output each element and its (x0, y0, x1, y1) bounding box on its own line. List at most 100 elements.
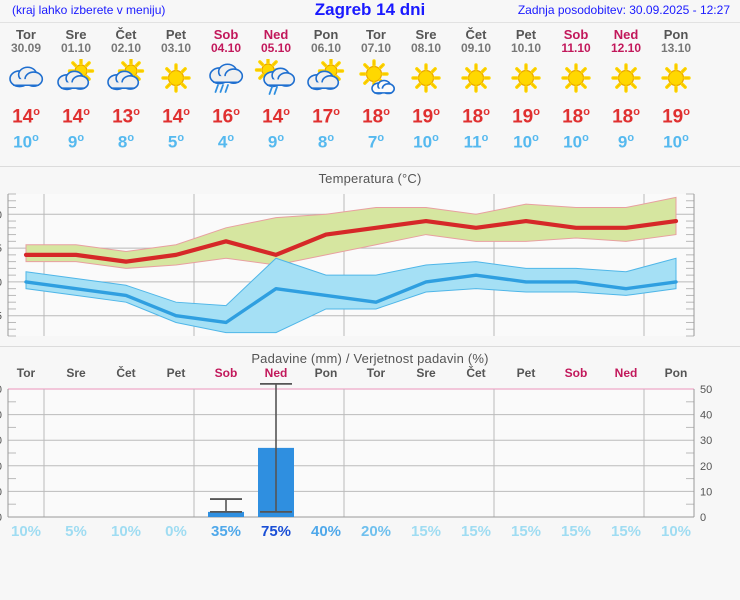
precipitation-probability: 15% (610, 523, 642, 540)
strip-divider (0, 166, 740, 167)
day-column[interactable]: Sob 04.10 16o 4o (200, 23, 252, 153)
day-min-temp: 5o (167, 132, 185, 152)
day-date: 12.10 (610, 41, 642, 55)
precipitation-day-label: Ned (264, 366, 288, 380)
precipitation-probability: 0% (165, 523, 187, 540)
sunny-icon (450, 58, 502, 98)
day-date: 30.09 (10, 41, 42, 55)
day-column[interactable]: Pet 10.10 19o 10o (500, 23, 552, 153)
precipitation-probability: 20% (360, 523, 392, 540)
temperature-chart: Temperatura (°C) 5101520 vreme.us (0, 167, 740, 421)
day-name: Tor (366, 27, 386, 42)
day-column[interactable]: Pon 13.10 19o 10o (650, 23, 702, 153)
day-date: 02.10 (110, 41, 142, 55)
precipitation-day-label: Pet (166, 366, 186, 380)
precipitation-day-label: Sre (66, 366, 86, 380)
day-name: Pon (663, 27, 689, 42)
day-min-temp: 11o (463, 132, 489, 152)
sunny-icon (650, 58, 702, 98)
precipitation-probability: 40% (310, 523, 342, 540)
day-min-temp: 10o (413, 132, 439, 152)
day-min-temp: 10o (563, 132, 589, 152)
page-title: Zagreb 14 dni (314, 0, 426, 19)
day-name: Sob (563, 27, 589, 42)
day-column[interactable]: Pet 03.10 14o 5o (150, 23, 202, 153)
sunny-icon (400, 58, 452, 98)
day-date: 10.10 (510, 41, 542, 55)
partly-sunny-icon (50, 58, 102, 98)
day-column[interactable]: Čet 09.10 18o 11o (450, 23, 502, 153)
day-column[interactable]: Čet 02.10 13o 8o (100, 23, 152, 153)
day-date: 07.10 (360, 41, 392, 55)
svg-text:50: 50 (700, 384, 712, 396)
svg-text:10: 10 (0, 486, 2, 498)
svg-text:30: 30 (0, 435, 2, 447)
precipitation-day-label: Ned (614, 366, 638, 380)
precipitation-day-labels: Tor Sre Čet Pet Sob Ned Pon Tor Sre Čet Pet Sob Ned P… (0, 366, 740, 383)
temperature-chart-title: Temperatura (°C) (0, 167, 740, 186)
day-min-temp: 9o (267, 132, 285, 152)
forecast-day-strip: Tor 30.09 14o 10o Sre 01.10 14o 9o Čet 02.10 13… (0, 23, 740, 166)
precipitation-probability: 10% (110, 523, 142, 540)
day-date: 06.10 (310, 41, 342, 55)
day-name: Tor (16, 27, 36, 42)
day-max-temp: 19o (412, 106, 440, 128)
day-column[interactable]: Sre 08.10 19o 10o (400, 23, 452, 153)
day-max-temp: 16o (212, 106, 240, 128)
day-max-temp: 14o (162, 106, 190, 128)
precipitation-day-label: Sob (214, 366, 238, 380)
day-column[interactable]: Ned 12.10 18o 9o (600, 23, 652, 153)
precipitation-probability: 10% (660, 523, 692, 540)
day-max-temp: 17o (312, 106, 340, 128)
day-column[interactable]: Pon 06.10 17o 8o (300, 23, 352, 153)
day-date: 11.10 (561, 41, 591, 55)
temperature-chart-title-text: Temperatura (°C) (318, 171, 422, 186)
chart-divider (0, 346, 740, 347)
day-name: Pet (165, 27, 187, 42)
day-name: Pon (313, 27, 339, 42)
precipitation-probability: 10% (10, 523, 42, 540)
day-column[interactable]: Tor 07.10 18o 7o (350, 23, 402, 153)
day-date: 05.10 (260, 41, 292, 55)
sunny-icon (600, 58, 652, 98)
day-min-temp: 4o (217, 132, 235, 152)
day-max-temp: 18o (562, 106, 590, 128)
day-column[interactable]: Tor 30.09 14o 10o (0, 23, 52, 153)
day-name: Čet (115, 27, 137, 42)
day-column[interactable]: Sob 11.10 18o 10o (550, 23, 602, 153)
day-date: 01.10 (60, 41, 92, 55)
day-date: 13.10 (660, 41, 692, 55)
day-name: Sre (415, 27, 437, 42)
precipitation-chart-title: Padavine (mm) / Verjetnost padavin (%) (0, 347, 740, 366)
precipitation-day-label: Čet (466, 366, 486, 380)
precipitation-chart-svg: 0 0 10 10 20 20 30 30 40 40 50 50 (0, 383, 712, 523)
day-max-temp: 14o (262, 106, 290, 128)
precip-bar (208, 511, 244, 517)
day-min-temp: 9o (617, 132, 635, 152)
svg-text:20: 20 (0, 209, 2, 221)
day-date: 04.10 (210, 41, 242, 55)
precipitation-day-label: Čet (116, 366, 136, 380)
day-max-temp: 19o (662, 106, 690, 128)
header-divider (0, 22, 740, 23)
day-min-temp: 9o (67, 132, 85, 152)
precipitation-chart: Padavine (mm) / Verjetnost padavin (%) T… (0, 347, 740, 543)
svg-text:5: 5 (0, 311, 2, 323)
partly-sunny-icon (100, 58, 152, 98)
svg-text:20: 20 (0, 461, 2, 473)
svg-text:15: 15 (0, 243, 2, 255)
day-column[interactable]: Sre 01.10 14o 9o (50, 23, 102, 153)
day-column[interactable]: Ned 05.10 14o 9o (250, 23, 302, 153)
day-max-temp: 18o (462, 106, 490, 128)
rain-icon (200, 58, 252, 98)
day-max-temp: 14o (12, 106, 40, 128)
svg-text:0: 0 (700, 512, 706, 523)
day-min-temp: 8o (117, 132, 135, 152)
svg-text:40: 40 (700, 410, 712, 422)
day-min-temp: 8o (317, 132, 335, 152)
day-max-temp: 18o (362, 106, 390, 128)
sunny-icon (550, 58, 602, 98)
day-min-temp: 10o (513, 132, 539, 152)
day-min-temp: 10o (663, 132, 689, 152)
sun-rain-icon (250, 58, 302, 98)
